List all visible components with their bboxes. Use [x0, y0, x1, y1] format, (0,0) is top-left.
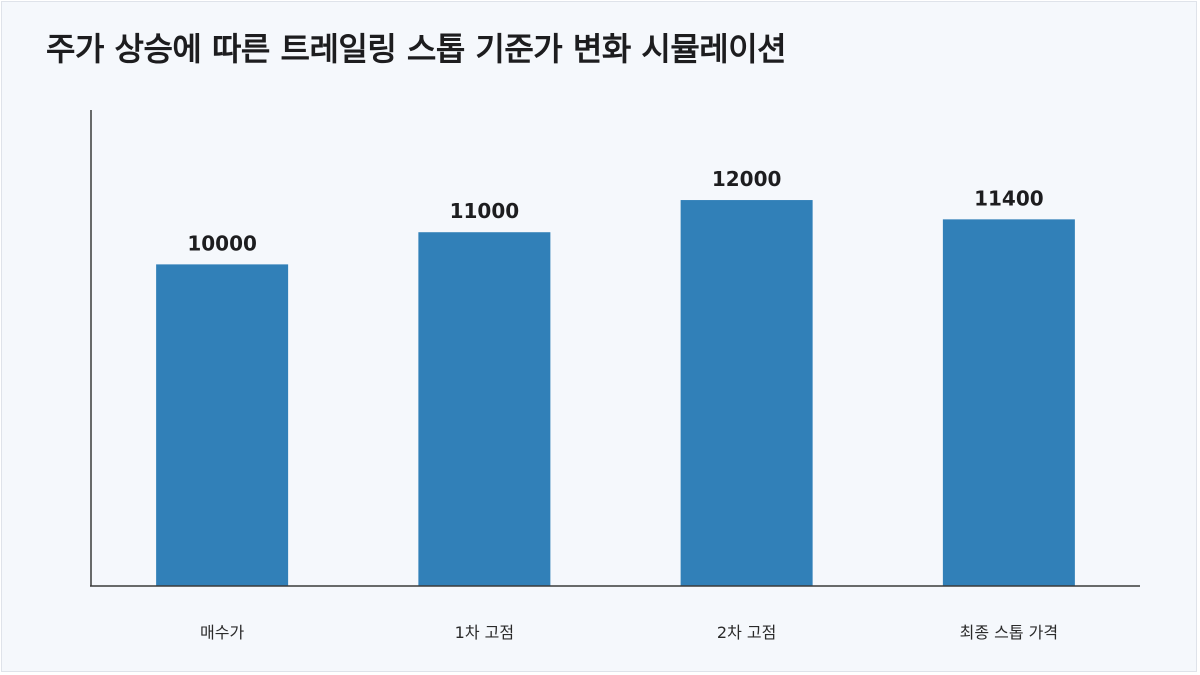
bar-2 [680, 200, 813, 586]
value-label-3: 11400 [974, 186, 1044, 210]
tick-labels-layer: 매수가 1차 고점 2차 고점 최종 스톱 가격 [200, 623, 1058, 642]
value-label-2: 12000 [712, 167, 782, 191]
chart-title: 주가 상승에 따른 트레일링 스톱 기준가 변화 시뮬레이션 [46, 30, 787, 68]
bar-3 [942, 219, 1075, 586]
value-labels-layer: 10000 11000 12000 11400 [187, 167, 1043, 255]
x-tick-label-2: 2차 고점 [717, 623, 776, 642]
value-label-1: 11000 [450, 199, 520, 223]
x-tick-label-1: 1차 고점 [455, 623, 514, 642]
x-tick-label-3: 최종 스톱 가격 [960, 623, 1059, 642]
bar-0 [156, 264, 289, 586]
x-tick-label-0: 매수가 [200, 623, 244, 642]
bar-1 [418, 232, 551, 586]
value-label-0: 10000 [187, 231, 257, 255]
bars-layer [156, 200, 1075, 586]
